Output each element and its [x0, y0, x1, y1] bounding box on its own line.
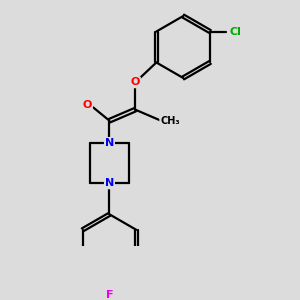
Text: O: O	[130, 77, 140, 87]
Text: N: N	[105, 178, 114, 188]
Text: CH₃: CH₃	[160, 116, 180, 126]
Text: N: N	[105, 138, 114, 148]
Text: F: F	[106, 290, 113, 300]
Text: O: O	[83, 100, 92, 110]
Text: Cl: Cl	[230, 26, 242, 37]
